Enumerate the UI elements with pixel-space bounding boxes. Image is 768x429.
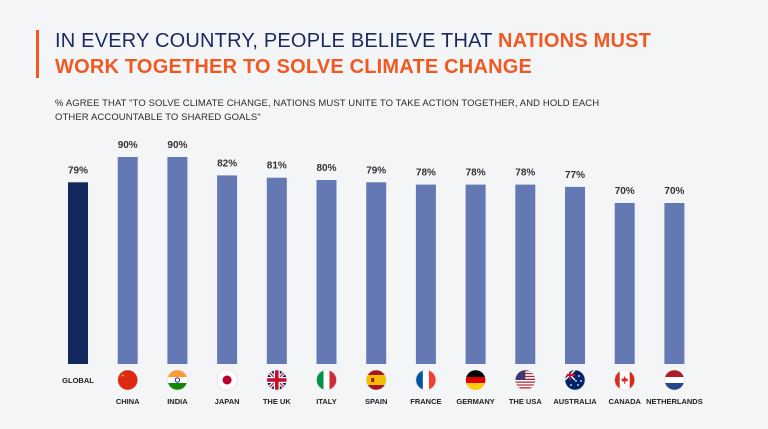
title-highlight: NATIONS MUST WORK TOGETHER TO SOLVE CLIM…: [55, 30, 652, 78]
value-label: 77%: [565, 170, 585, 181]
australia-flag-icon: [564, 369, 586, 391]
bar-global: [68, 182, 88, 364]
category-label: NETHERLANDS: [646, 397, 703, 406]
title-text: IN EVERY COUNTRY, PEOPLE BELIEVE THAT: [55, 30, 498, 52]
category-label: AUSTRALIA: [553, 397, 597, 406]
category-label: THE USA: [509, 397, 543, 406]
italy-flag-icon: [316, 369, 337, 391]
china-flag-icon: [117, 369, 138, 391]
bar-australia: [565, 186, 585, 364]
category-label: SPAIN: [365, 397, 387, 406]
value-label: 70%: [664, 186, 684, 197]
bar-canada: [614, 203, 635, 364]
value-label: 78%: [515, 168, 535, 179]
category-label: GLOBAL: [62, 376, 94, 385]
germany-flag-icon: [465, 369, 486, 391]
spain-flag-icon: [365, 369, 387, 391]
canada-flag-icon: [614, 369, 636, 391]
category-label: JAPAN: [215, 397, 240, 406]
bar-the-uk: [266, 177, 287, 364]
value-label: 78%: [466, 168, 486, 179]
category-label: FRANCE: [410, 397, 441, 406]
chart-title: IN EVERY COUNTRY, PEOPLE BELIEVE THAT NA…: [55, 28, 715, 80]
category-label: ITALY: [316, 397, 336, 406]
value-label: 80%: [316, 163, 336, 174]
category-label: CANADA: [608, 397, 641, 406]
chart-subtitle: % AGREE THAT "TO SOLVE CLIMATE CHANGE, N…: [55, 98, 600, 123]
bar-france: [415, 184, 436, 364]
bar-the-usa: [515, 184, 536, 364]
france-flag-icon: [415, 369, 437, 391]
bar-china: [117, 157, 138, 364]
value-label: 78%: [416, 168, 436, 179]
bar-germany: [465, 184, 486, 364]
japan-flag-icon: [216, 369, 238, 391]
value-label: 81%: [267, 161, 287, 172]
usa-flag-icon: [514, 369, 536, 391]
bar-italy: [316, 180, 337, 364]
bar-netherlands: [664, 203, 685, 364]
india-flag-icon: [167, 369, 188, 391]
value-label: 79%: [68, 165, 88, 176]
category-label: CHINA: [116, 397, 140, 406]
value-label: 82%: [217, 158, 237, 169]
category-label: THE UK: [263, 397, 292, 406]
bar-japan: [217, 175, 238, 364]
uk-flag-icon: [266, 369, 288, 391]
category-label: INDIA: [167, 397, 188, 406]
category-label: GERMANY: [456, 397, 494, 406]
value-label: 90%: [118, 140, 138, 151]
value-label: 90%: [167, 140, 187, 151]
bar-spain: [366, 182, 387, 364]
value-label: 79%: [366, 165, 386, 176]
bar-india: [167, 157, 188, 364]
value-label: 70%: [615, 186, 635, 197]
netherlands-flag-icon: [664, 369, 685, 391]
title-accent-bar: [36, 30, 39, 78]
